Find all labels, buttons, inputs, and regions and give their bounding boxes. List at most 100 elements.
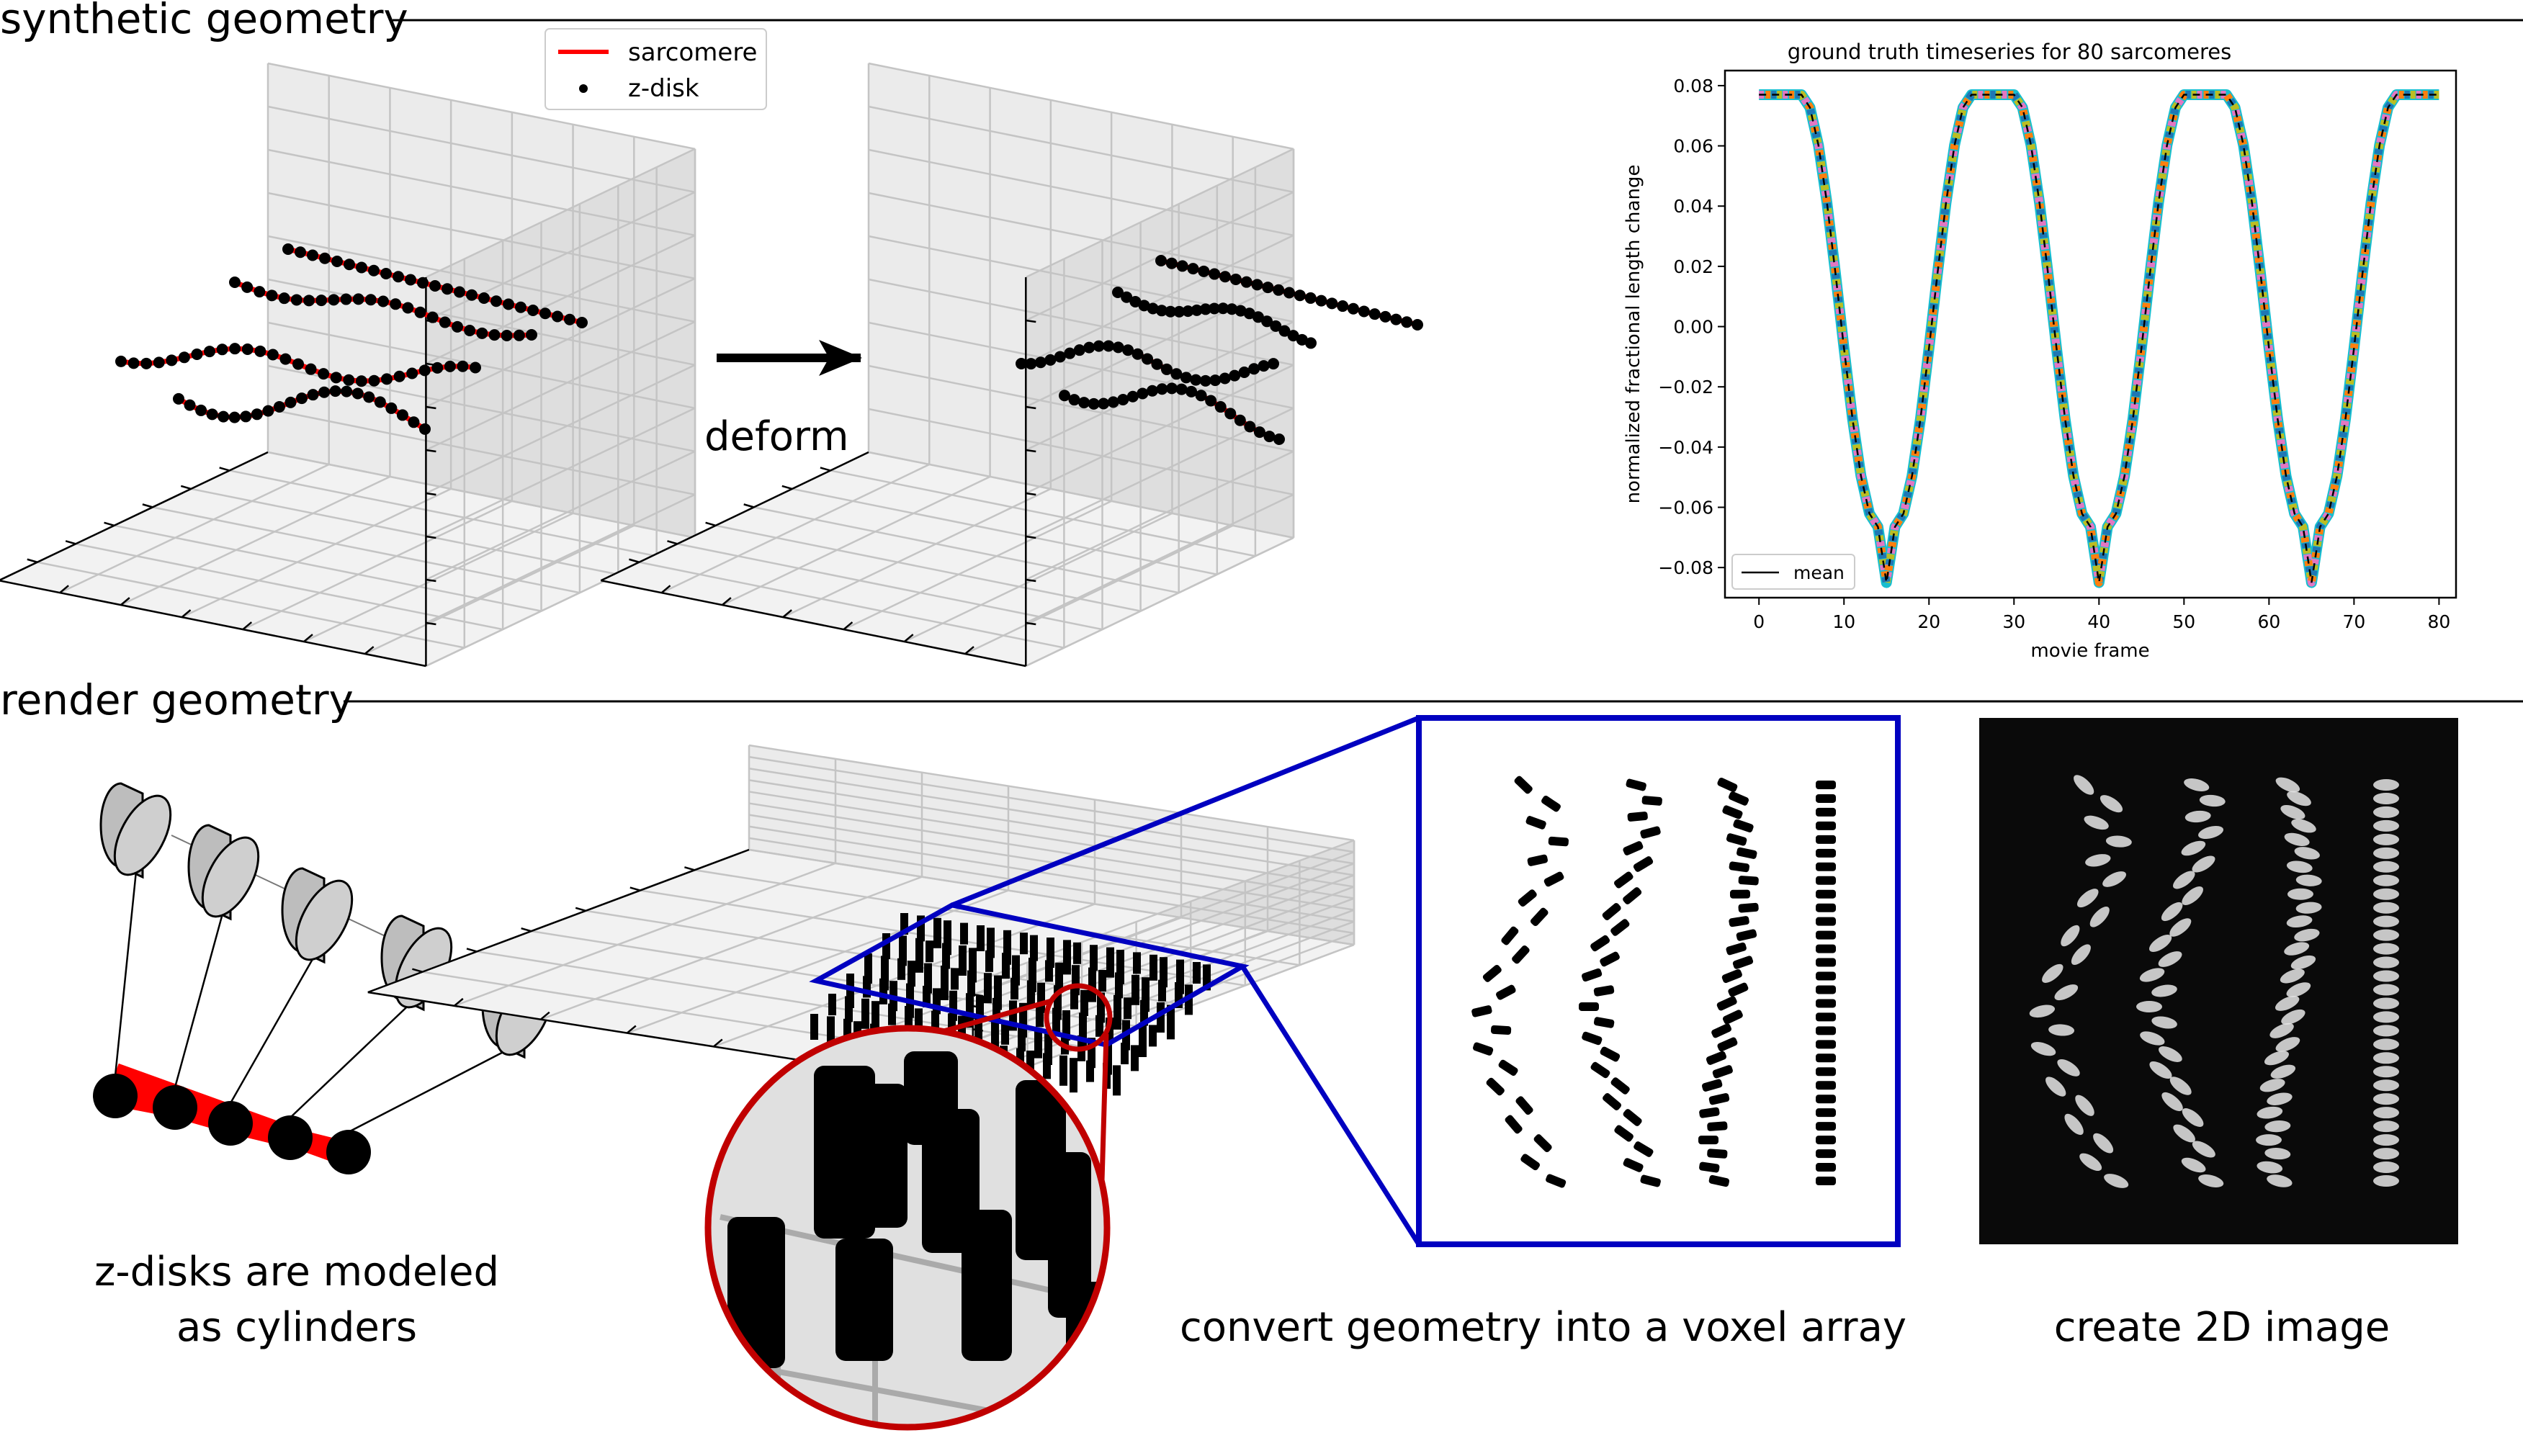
chart-xtick-label: 30 xyxy=(2002,611,2025,632)
z-disk-marker xyxy=(1180,372,1192,384)
image-spot xyxy=(2286,982,2311,997)
voxel-disk xyxy=(1717,778,1738,792)
voxel-disk xyxy=(1527,854,1548,866)
voxel-column xyxy=(1142,977,1150,1012)
image-spot xyxy=(2074,775,2094,795)
image-spot xyxy=(2089,907,2110,927)
z-disk-marker xyxy=(1186,385,1198,397)
z-disk-marker xyxy=(303,295,315,307)
voxel-column xyxy=(1002,953,1010,979)
z-disk-marker xyxy=(254,286,266,298)
image-spot xyxy=(2373,956,2399,969)
z-disk-marker xyxy=(1287,330,1299,342)
image-spot xyxy=(2149,1061,2172,1079)
image-spot xyxy=(2286,915,2313,928)
voxel-disk xyxy=(1490,1025,1512,1035)
z-disk-marker xyxy=(1137,387,1149,400)
voxel-disk xyxy=(1514,776,1533,794)
z-disk-marker xyxy=(1315,295,1327,307)
voxel-disk xyxy=(1738,902,1759,913)
voxel-column xyxy=(985,950,993,972)
voxel-column xyxy=(991,1020,999,1056)
image-spot xyxy=(2373,874,2399,886)
z-disk-marker xyxy=(393,370,405,382)
voxel-column xyxy=(933,917,941,948)
z-disk-marker xyxy=(240,410,252,423)
voxel-column xyxy=(944,920,951,956)
voxel-column xyxy=(994,975,1002,1010)
image-spot xyxy=(2373,860,2399,873)
z-disk-marker xyxy=(1078,397,1090,409)
z-disk-marker xyxy=(1176,260,1188,272)
z-disk-marker xyxy=(1083,341,1095,354)
deform-label: deform xyxy=(704,413,849,460)
z-disk-marker xyxy=(206,408,218,421)
voxel-column xyxy=(1003,930,1011,965)
chart-series-group xyxy=(1759,89,2439,588)
voxel-disk xyxy=(1706,1051,1727,1065)
voxel-disk xyxy=(1816,807,1836,817)
voxel-disk xyxy=(1816,1095,1836,1104)
chart-title: ground truth timeseries for 80 sarcomere… xyxy=(1788,40,2231,64)
z-disk-marker xyxy=(229,343,241,355)
z-disk-marker xyxy=(1142,353,1153,365)
chart-ytick-label: 0.08 xyxy=(1673,76,1713,96)
image-spot xyxy=(2192,1141,2215,1158)
image-spot xyxy=(2151,984,2177,997)
z-disk-marker xyxy=(1093,340,1105,352)
image-spot xyxy=(2373,1107,2399,1119)
image-spot xyxy=(2105,835,2132,848)
image-spot xyxy=(2373,915,2399,927)
image-spot xyxy=(2199,794,2226,807)
legend-zdisk-label: z-disk xyxy=(628,74,699,103)
image-spot xyxy=(2042,963,2063,983)
image-spot xyxy=(2054,984,2079,1001)
image-spot xyxy=(2192,855,2215,873)
voxel-disk xyxy=(1816,958,1836,967)
voxel-column xyxy=(1030,935,1038,961)
voxel-column xyxy=(942,943,950,969)
voxel-disk xyxy=(1699,1107,1720,1118)
z-disk-marker xyxy=(1054,351,1066,363)
z-disk-marker xyxy=(1305,337,1317,349)
image-spot xyxy=(2071,944,2091,966)
voxel-disk xyxy=(1711,1023,1732,1038)
z-disk-marker xyxy=(1294,289,1306,302)
image-spot xyxy=(2373,1052,2399,1064)
voxel-disk xyxy=(1699,1161,1720,1173)
z-disk-marker xyxy=(374,396,386,408)
voxel-disk xyxy=(1721,969,1742,984)
z-disk-marker xyxy=(278,292,290,305)
z-disk-marker xyxy=(466,289,478,301)
image-spot xyxy=(2284,942,2310,956)
sarcomere-chains-deformed xyxy=(1016,255,1423,445)
image-spot xyxy=(2182,886,2203,905)
z-disk-marker xyxy=(414,306,426,318)
chart-ytick-label: 0.04 xyxy=(1673,196,1713,217)
z-disk-marker xyxy=(241,343,254,355)
voxel-column xyxy=(1029,958,1036,992)
image-spot xyxy=(2048,1024,2075,1036)
voxel-column xyxy=(871,1001,879,1036)
voxel-column xyxy=(900,913,908,935)
image-spot xyxy=(2295,902,2322,914)
voxel-column xyxy=(1059,1055,1067,1086)
voxel-column xyxy=(987,927,995,958)
z-disk-marker xyxy=(1262,282,1274,294)
z-disk-marker xyxy=(368,374,380,387)
voxel-disk xyxy=(1816,1163,1836,1172)
voxel-column xyxy=(899,935,907,966)
image-spot xyxy=(2148,935,2172,952)
voxel-disk xyxy=(1816,1122,1836,1131)
voxel-disk xyxy=(1816,1081,1836,1090)
image-spot xyxy=(2030,1042,2056,1056)
voxel-disk xyxy=(1518,889,1537,907)
image-spot xyxy=(2373,779,2399,791)
voxel-column xyxy=(1088,967,1096,1002)
z-disk-marker xyxy=(1198,265,1210,277)
voxel-column xyxy=(949,990,957,1021)
voxel-column xyxy=(908,961,915,987)
voxel-column xyxy=(863,976,871,998)
z-disk-marker xyxy=(1112,341,1124,354)
voxel-column xyxy=(1193,962,1201,984)
